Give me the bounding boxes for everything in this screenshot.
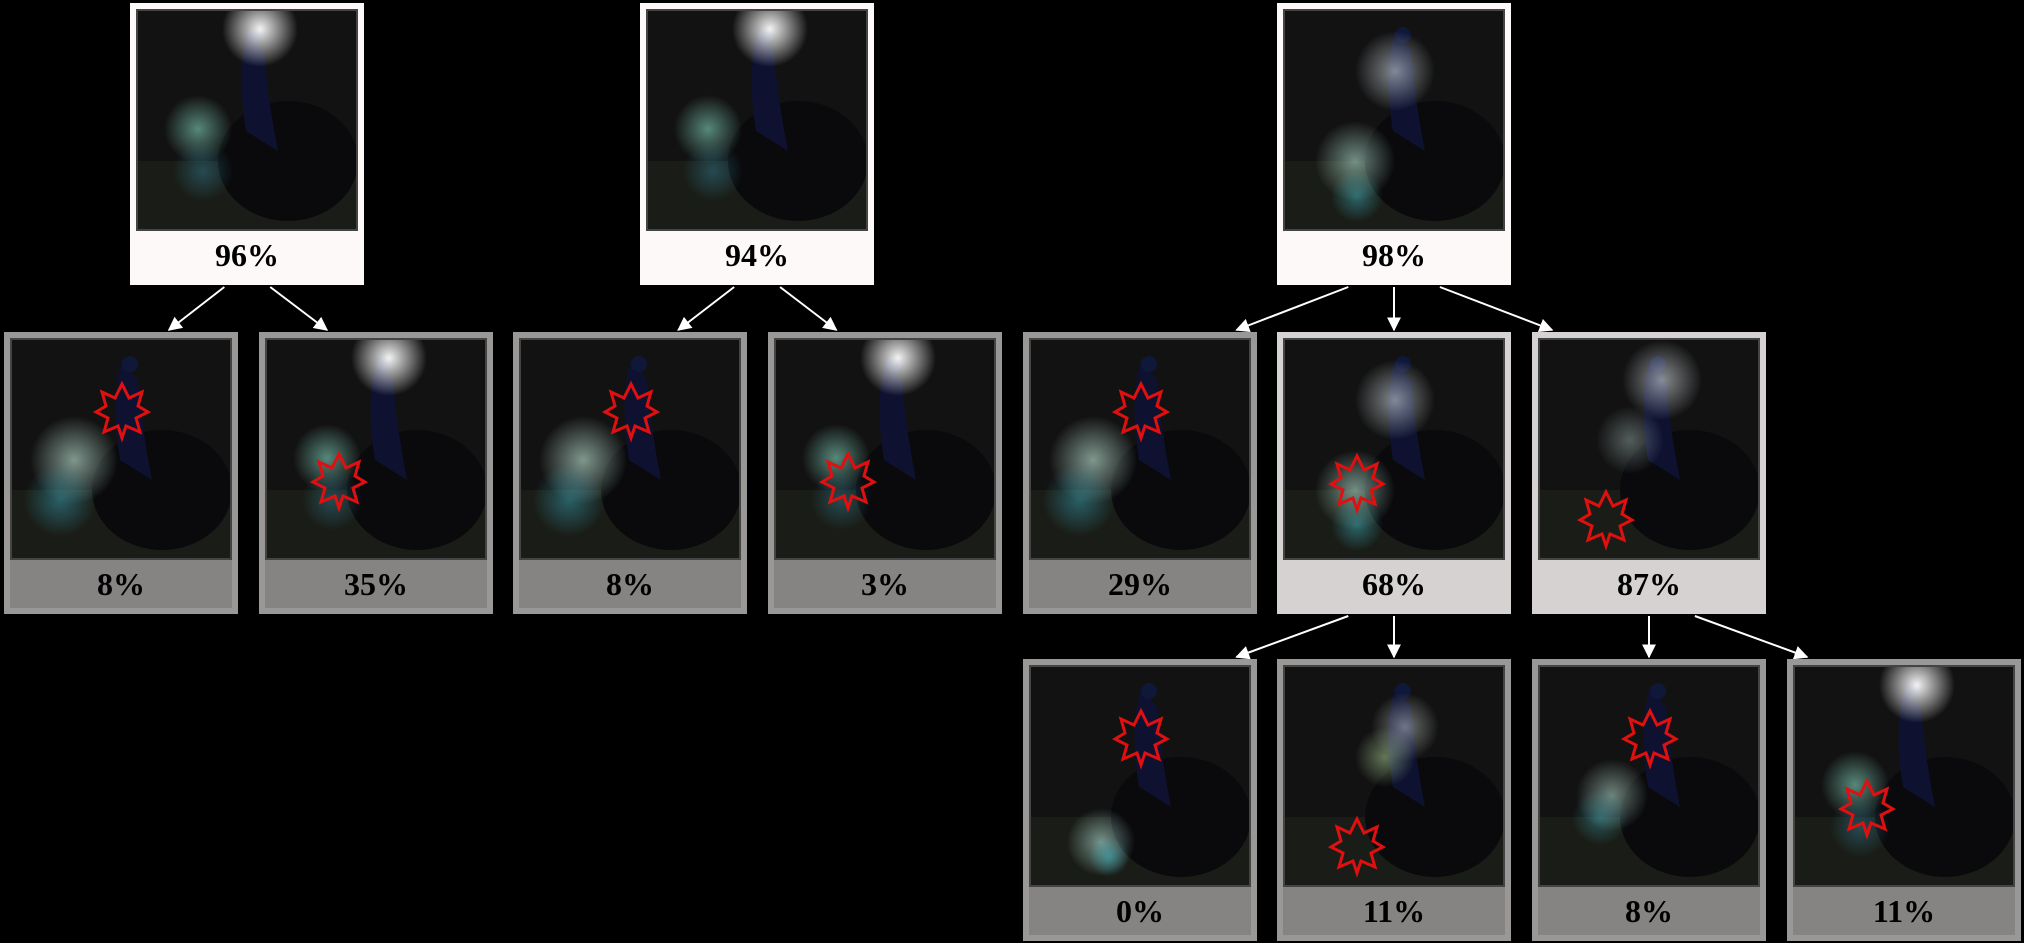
- peacock-image: [1540, 667, 1758, 885]
- confidence-label: 11%: [1872, 893, 1936, 929]
- peacock-image: [521, 340, 739, 558]
- tree-node-t1-c1: 8%: [4, 332, 238, 614]
- tree-node-t2-c1: 8%: [513, 332, 747, 614]
- mask-outline: [1327, 452, 1387, 515]
- confidence-label: 87%: [1617, 566, 1681, 602]
- confidence-label: 29%: [1108, 566, 1172, 602]
- mask-outline: [818, 450, 878, 513]
- edge-t3-root-to-t3-c1: [1235, 286, 1349, 333]
- peacock-image: [1285, 11, 1503, 229]
- tree-node-t2-root: 94%: [640, 3, 874, 285]
- confidence-label: 68%: [1362, 566, 1426, 602]
- thumbnail-frame: [10, 338, 232, 560]
- thumbnail-frame: [1029, 665, 1251, 887]
- peacock-image: [138, 11, 356, 229]
- confidence-label: 8%: [606, 566, 654, 602]
- tree-node-t3-g4: 11%: [1787, 659, 2021, 941]
- mask-outline: [1327, 815, 1387, 878]
- thumbnail-frame: [265, 338, 487, 560]
- edge-t2-root-to-t2-c1: [677, 286, 735, 331]
- mask-outline: [1111, 380, 1171, 443]
- peacock-image: [1285, 667, 1503, 885]
- peacock-image: [12, 340, 230, 558]
- edge-t3-c3-to-t3-g4: [1694, 615, 1809, 660]
- mask-outline: [601, 380, 661, 443]
- peacock-image: [1285, 340, 1503, 558]
- peacock-image: [1031, 667, 1249, 885]
- edge-t3-root-to-t3-c3: [1439, 286, 1554, 333]
- tree-node-t1-c2: 35%: [259, 332, 493, 614]
- mask-outline: [1837, 777, 1897, 840]
- thumbnail-frame: [1029, 338, 1251, 560]
- thumbnail-frame: [136, 9, 358, 231]
- mask-outline: [92, 380, 152, 443]
- mask-outline: [309, 450, 369, 513]
- peacock-image: [1031, 340, 1249, 558]
- confidence-label: 11%: [1362, 893, 1426, 929]
- edge-t3-c2-to-t3-g1: [1235, 615, 1349, 660]
- confidence-label: 35%: [344, 566, 408, 602]
- mask-outline: [1576, 488, 1636, 551]
- peacock-image: [1540, 340, 1758, 558]
- thumbnail-frame: [1538, 665, 1760, 887]
- thumbnail-frame: [1793, 665, 2015, 887]
- confidence-label: 94%: [725, 237, 789, 273]
- thumbnail-frame: [1283, 665, 1505, 887]
- confidence-label: 8%: [97, 566, 145, 602]
- peacock-image: [1795, 667, 2013, 885]
- tree-node-t3-g3: 8%: [1532, 659, 1766, 941]
- thumbnail-frame: [646, 9, 868, 231]
- tree-node-t3-root: 98%: [1277, 3, 1511, 285]
- thumbnail-frame: [1283, 338, 1505, 560]
- thumbnail-frame: [519, 338, 741, 560]
- mask-outline: [1620, 707, 1680, 770]
- confidence-label: 96%: [215, 237, 279, 273]
- tree-node-t3-g1: 0%: [1023, 659, 1257, 941]
- confidence-label: 98%: [1362, 237, 1426, 273]
- peacock-image: [648, 11, 866, 229]
- tree-node-t3-g2: 11%: [1277, 659, 1511, 941]
- peacock-image: [267, 340, 485, 558]
- thumbnail-frame: [1283, 9, 1505, 231]
- tree-node-t2-c2: 3%: [768, 332, 1002, 614]
- tree-node-t3-c3: 87%: [1532, 332, 1766, 614]
- tree-node-t1-root: 96%: [130, 3, 364, 285]
- edge-t1-root-to-t1-c1: [167, 286, 225, 331]
- confidence-label: 3%: [861, 566, 909, 602]
- tree-node-t3-c1: 29%: [1023, 332, 1257, 614]
- tree-node-t3-c2: 68%: [1277, 332, 1511, 614]
- confidence-label: 8%: [1625, 893, 1673, 929]
- peacock-image: [776, 340, 994, 558]
- confidence-label: 0%: [1116, 893, 1164, 929]
- thumbnail-frame: [774, 338, 996, 560]
- thumbnail-frame: [1538, 338, 1760, 560]
- edge-t1-root-to-t1-c2: [269, 286, 329, 331]
- edge-t2-root-to-t2-c2: [779, 286, 838, 331]
- mask-outline: [1111, 707, 1171, 770]
